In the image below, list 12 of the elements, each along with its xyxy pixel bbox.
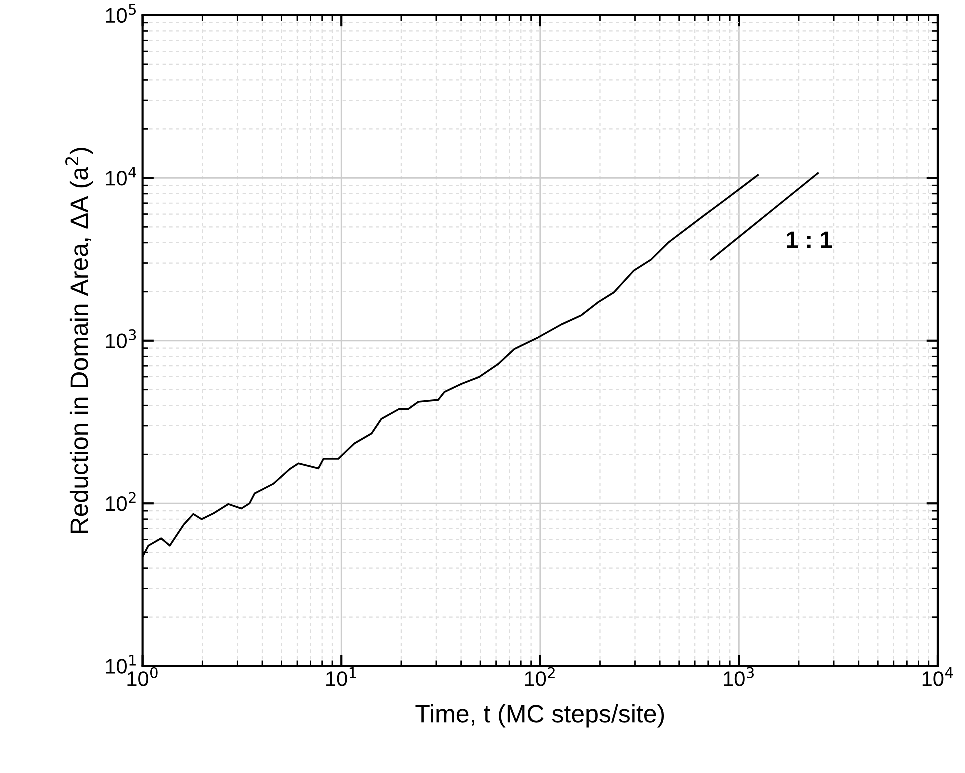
annotation: 1 : 1 (787, 232, 832, 248)
x-axis-title: Time, t (MC steps/site) (416, 704, 664, 728)
x-tick-label: 10$^{0}$ (128, 667, 158, 686)
x-tick-label: 10$^{3}$ (724, 667, 754, 686)
y-axis-title: Reduction in Domain Area, ΔA (a$^{2}$) (66, 148, 94, 534)
y-tick-label: 10$^{3}$ (106, 329, 136, 348)
x-tick-label: 10$^{2}$ (525, 667, 555, 686)
x-tick-label: 10$^{1}$ (326, 668, 356, 686)
x-tick-label: 10$^{4}$ (922, 668, 954, 686)
y-tick-label: 10$^{5}$ (106, 4, 136, 24)
y-tick-label: 10$^{4}$ (106, 166, 136, 186)
y-tick-label: 10$^{2}$ (106, 492, 136, 512)
